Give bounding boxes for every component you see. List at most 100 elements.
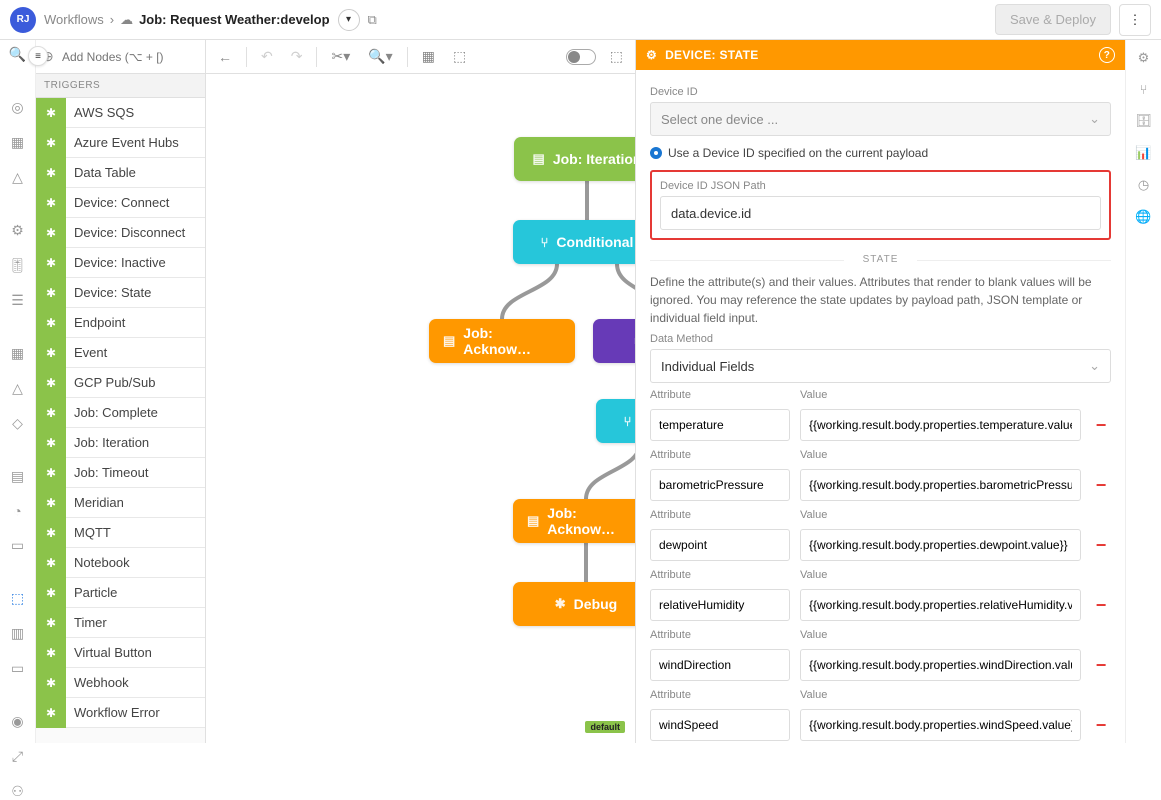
node-palette-item[interactable]: ✱GCP Pub/Sub — [36, 368, 205, 398]
node-palette-item[interactable]: ✱Endpoint — [36, 308, 205, 338]
delete-row-button[interactable]: − — [1091, 656, 1111, 674]
value-input[interactable] — [800, 709, 1081, 741]
cut-button[interactable]: ✂▾ — [327, 46, 354, 67]
node-type-icon: ✱ — [36, 128, 66, 158]
node-palette-item[interactable]: ✱Job: Complete — [36, 398, 205, 428]
tag-icon[interactable]: ◇ — [9, 415, 27, 432]
node-palette-item[interactable]: ✱Timer — [36, 608, 205, 638]
attribute-input[interactable] — [650, 409, 790, 441]
collapse-toggle[interactable]: ≡ — [28, 46, 48, 66]
node-palette-item[interactable]: ✱Device: State — [36, 278, 205, 308]
branch-icon[interactable]: ⑂ — [1140, 82, 1148, 97]
value-input[interactable] — [800, 589, 1081, 621]
node-palette-item[interactable]: ✱MQTT — [36, 518, 205, 548]
node-palette-item[interactable]: ✱Virtual Button — [36, 638, 205, 668]
delete-row-button[interactable]: − — [1091, 416, 1111, 434]
search-icon[interactable]: 🔍 — [9, 46, 27, 63]
layout-button[interactable]: ⬚ — [449, 46, 470, 67]
delete-row-button[interactable]: − — [1091, 596, 1111, 614]
canvas-node-debug1[interactable]: ✱Debug — [513, 582, 635, 626]
attribute-input[interactable] — [650, 469, 790, 501]
add-nodes-input[interactable] — [44, 50, 197, 64]
zoom-button[interactable]: 🔍▾ — [364, 46, 396, 67]
value-input[interactable] — [800, 529, 1081, 561]
delete-row-button[interactable]: − — [1091, 476, 1111, 494]
wand-icon[interactable]: ⤢ — [9, 748, 27, 765]
flow-icon[interactable]: ⬚ — [9, 590, 27, 607]
drop-icon[interactable]: ◉ — [9, 713, 27, 730]
sliders-icon[interactable]: 🎚 — [9, 257, 27, 274]
node-palette-item[interactable]: ✱Event — [36, 338, 205, 368]
live-toggle[interactable] — [566, 49, 596, 65]
state-description: Define the attribute(s) and their values… — [650, 273, 1111, 327]
undo-button[interactable]: ↶ — [257, 46, 277, 67]
node-palette-item[interactable]: ✱Device: Connect — [36, 188, 205, 218]
node-type-icon: ✱ — [36, 368, 66, 398]
canvas-node-cond2[interactable]: ⑂Conditional — [596, 399, 635, 443]
branch-dropdown[interactable]: ▾ — [338, 9, 360, 31]
breadcrumb-job[interactable]: Job: Request Weather:develop — [139, 12, 329, 27]
node-palette-item[interactable]: ✱Meridian — [36, 488, 205, 518]
warning-icon[interactable]: △ — [9, 169, 27, 186]
value-input[interactable] — [800, 469, 1081, 501]
help-icon[interactable]: ? — [1099, 47, 1115, 63]
value-input[interactable] — [800, 409, 1081, 441]
col-attribute: Attribute — [650, 689, 790, 701]
canvas-node-http[interactable]: HTTPHTTP — [593, 319, 635, 363]
monitor-icon[interactable]: ▭ — [9, 660, 27, 677]
node-palette-item[interactable]: ✱Device: Disconnect — [36, 218, 205, 248]
canvas-node-iter[interactable]: ▤Job: Iteration — [514, 137, 635, 181]
breadcrumb-root[interactable]: Workflows — [44, 12, 104, 27]
database-icon[interactable]: 🗄 — [1135, 113, 1152, 129]
node-palette-item[interactable]: ✱Webhook — [36, 668, 205, 698]
attribute-input[interactable] — [650, 709, 790, 741]
add-node-button[interactable]: ▦ — [418, 46, 439, 67]
globe-icon[interactable]: 🌐 — [1135, 209, 1151, 225]
node-palette-item[interactable]: ✱Data Table — [36, 158, 205, 188]
layers-icon[interactable]: ☰ — [9, 292, 27, 309]
node-palette-item[interactable]: ✱Device: Inactive — [36, 248, 205, 278]
node-palette-item[interactable]: ✱Particle — [36, 578, 205, 608]
node-palette-item[interactable]: ✱Job: Timeout — [36, 458, 205, 488]
people-icon[interactable]: ⚇ — [9, 783, 27, 800]
attribute-input[interactable] — [650, 529, 790, 561]
value-input[interactable] — [800, 649, 1081, 681]
node-palette-item[interactable]: ✱Notebook — [36, 548, 205, 578]
copy-icon[interactable]: ⧉ — [368, 12, 377, 28]
payload-radio[interactable] — [650, 147, 662, 159]
clock-icon[interactable]: ◷ — [1138, 177, 1149, 193]
canvas[interactable]: ▤Job: Iteration ⑂Conditional ▤Job: Acknow…… — [206, 74, 635, 743]
canvas-node-ack2[interactable]: ▤Job: Acknow… — [513, 499, 635, 543]
node-type-icon: ✱ — [36, 518, 66, 548]
bars-icon[interactable]: ▥ — [9, 625, 27, 642]
redo-button[interactable]: ↷ — [287, 46, 307, 67]
bug-icon[interactable]: ⬚ — [606, 46, 627, 67]
node-palette-item[interactable]: ✱Job: Iteration — [36, 428, 205, 458]
data-method-select[interactable]: Individual Fields ⌄ — [650, 349, 1111, 383]
cog-icon[interactable]: ⚙ — [9, 222, 27, 239]
gear-icon[interactable]: ⚙ — [1138, 50, 1150, 66]
attribute-input[interactable] — [650, 589, 790, 621]
delete-row-button[interactable]: − — [1091, 536, 1111, 554]
grid-icon[interactable]: ▦ — [9, 345, 27, 362]
node-palette-item[interactable]: ✱Azure Event Hubs — [36, 128, 205, 158]
save-deploy-button[interactable]: Save & Deploy — [995, 4, 1111, 35]
funnel-icon[interactable]: △ — [9, 380, 27, 397]
node-palette-item[interactable]: ✱Workflow Error — [36, 698, 205, 728]
book-icon[interactable]: ▭ — [9, 537, 27, 554]
json-path-input[interactable]: data.device.id — [660, 196, 1101, 230]
chart-icon[interactable]: 📊 — [1135, 145, 1151, 161]
back-button[interactable]: ← — [214, 47, 236, 67]
attribute-input[interactable] — [650, 649, 790, 681]
stack-icon[interactable]: ▦ — [9, 134, 27, 151]
delete-row-button[interactable]: − — [1091, 716, 1111, 734]
canvas-node-cond1[interactable]: ⑂Conditional — [513, 220, 635, 264]
eye-icon[interactable]: ◔ — [9, 503, 27, 519]
globe-icon[interactable]: ◎ — [9, 99, 27, 116]
calc-icon[interactable]: ▤ — [9, 468, 27, 485]
avatar[interactable]: RJ — [10, 7, 36, 33]
device-select[interactable]: Select one device ... ⌄ — [650, 102, 1111, 136]
canvas-node-ack1[interactable]: ▤Job: Acknow… — [429, 319, 575, 363]
more-button[interactable]: ⋮ — [1119, 4, 1151, 36]
node-palette-item[interactable]: ✱AWS SQS — [36, 98, 205, 128]
